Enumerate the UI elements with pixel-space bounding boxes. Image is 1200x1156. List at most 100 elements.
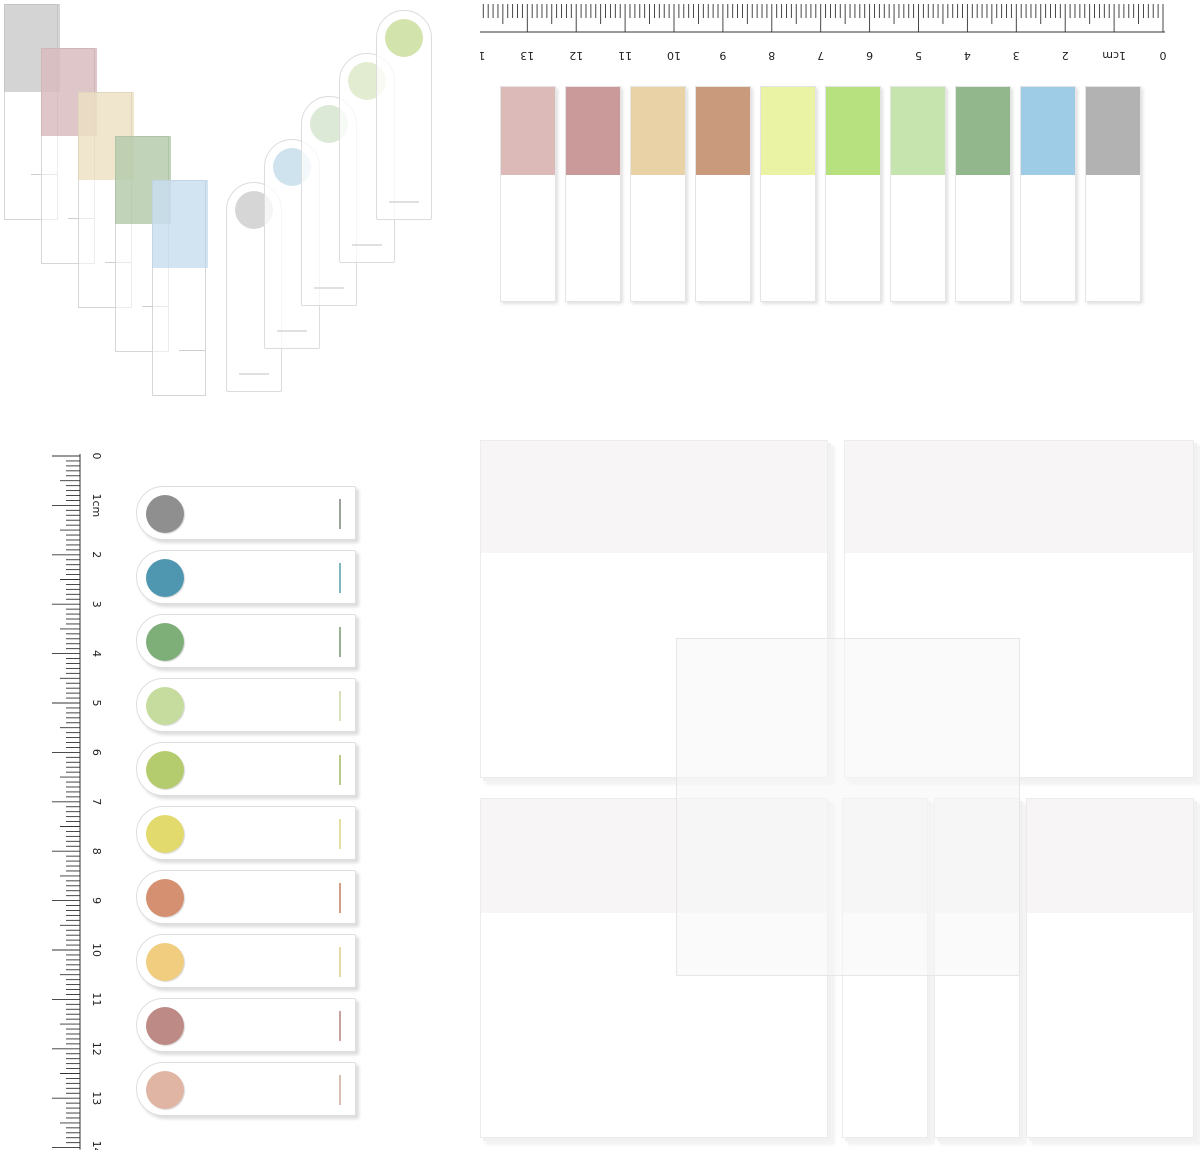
fanned-strip-tint: [152, 180, 208, 268]
horizontal-ruler: 0 1cm 2 3 4 5 6 7 8 9 10 11 12 13 14: [480, 4, 1167, 62]
dot-tab-dot: [146, 751, 184, 789]
horizontal-ruler-label: 3: [1013, 49, 1020, 62]
pad-top-left: [480, 440, 828, 778]
horizontal-ruler-label: 12: [569, 49, 583, 62]
fanned-tab-line: [239, 373, 269, 375]
dot-tab-dot: [146, 815, 184, 853]
dot-tab-dot: [146, 687, 184, 725]
color-flag-tint: [1021, 87, 1075, 175]
pad-top-right-band: [845, 441, 1193, 553]
color-flag-tint: [1086, 87, 1140, 175]
horizontal-ruler-label: 0: [1160, 49, 1167, 62]
fanned-tab-line: [276, 330, 307, 332]
color-flag-tint: [826, 87, 880, 175]
dot-tab-dot: [146, 1007, 184, 1045]
dot-tab: [136, 550, 356, 604]
fanned-tab: [376, 10, 432, 220]
color-flag: [825, 86, 881, 302]
dot-tab-line: [339, 691, 341, 721]
horizontal-ruler-label: 9: [719, 49, 726, 62]
color-flag-tint: [696, 87, 750, 175]
fanned-strip: [152, 180, 208, 396]
horizontal-ruler-label: 6: [866, 49, 873, 62]
dot-tab-line: [339, 819, 341, 849]
pad-bottom-right: [1026, 798, 1194, 1138]
color-flag-tint: [891, 87, 945, 175]
vertical-ruler-ticks: [52, 454, 81, 1150]
vertical-ruler-label: 7: [90, 798, 103, 805]
horizontal-ruler-label: 2: [1062, 49, 1069, 62]
fanned-tab-dot: [385, 19, 423, 57]
horizontal-ruler-label: 5: [915, 49, 922, 62]
horizontal-ruler-label: 4: [964, 49, 971, 62]
vertical-ruler-label: 14: [90, 1141, 103, 1150]
pad-top-left-band: [481, 441, 827, 553]
transparent-overlay-sheet: [676, 638, 1020, 976]
vertical-ruler-label: 5: [90, 700, 103, 707]
dot-tab-line: [339, 947, 341, 977]
vertical-ruler: 0 1cm 2 3 4 5 6 7 8 9 10 11 12 13 14: [52, 453, 103, 1151]
dot-tab-line: [339, 883, 341, 913]
dot-tab: [136, 678, 356, 732]
dot-tab-dot: [146, 559, 184, 597]
vertical-ruler-label: 12: [90, 1042, 103, 1056]
fanned-strip-line: [179, 350, 205, 351]
vertical-ruler-label: 9: [90, 897, 103, 904]
vertical-ruler-label: 4: [90, 650, 103, 657]
color-flag-tint: [761, 87, 815, 175]
dot-tab-dot: [146, 943, 184, 981]
color-flag: [955, 86, 1011, 302]
dot-tab-dot: [146, 879, 184, 917]
vertical-ruler-label: 13: [90, 1091, 103, 1105]
color-flag-tint: [631, 87, 685, 175]
dot-tab: [136, 806, 356, 860]
dot-tab-dot: [146, 495, 184, 533]
vertical-ruler-label: 2: [90, 551, 103, 558]
horizontal-ruler-label: 10: [667, 49, 681, 62]
vertical-ruler-label: 11: [90, 992, 103, 1006]
dot-tab-dot: [146, 623, 184, 661]
vertical-ruler-label: 6: [90, 749, 103, 756]
vertical-ruler-label: 1cm: [90, 494, 103, 518]
color-flag: [760, 86, 816, 302]
color-flag: [1020, 86, 1076, 302]
color-flag: [890, 86, 946, 302]
dot-tab: [136, 998, 356, 1052]
dot-tab: [136, 486, 356, 540]
dot-tab: [136, 614, 356, 668]
fanned-tab-line: [314, 287, 344, 289]
dot-tab: [136, 934, 356, 988]
color-flag: [1085, 86, 1141, 302]
color-flag: [500, 86, 556, 302]
vertical-ruler-label: 8: [90, 848, 103, 855]
dot-tab-line: [339, 755, 341, 785]
pad-bottom-right-band: [1027, 799, 1193, 913]
horizontal-ruler-label: 8: [768, 49, 775, 62]
dot-tab-line: [339, 1075, 341, 1105]
dot-tab-line: [339, 563, 341, 593]
dot-tab-dot: [146, 1071, 184, 1109]
color-flag-tint: [501, 87, 555, 175]
fanned-tab-line: [389, 201, 419, 203]
vertical-ruler-label: 10: [90, 943, 103, 957]
horizontal-ruler-labels: 0 1cm 2 3 4 5 6 7 8 9 10 11 12 13 14: [480, 49, 1167, 62]
fanned-tab-line: [351, 244, 382, 246]
dot-tab: [136, 870, 356, 924]
dot-tab-line: [339, 1011, 341, 1041]
color-flag: [565, 86, 621, 302]
horizontal-ruler-ticks: [480, 4, 1165, 33]
horizontal-ruler-label: 11: [618, 49, 632, 62]
horizontal-ruler-label: 7: [817, 49, 824, 62]
dot-tab: [136, 1062, 356, 1116]
vertical-ruler-labels: 0 1cm 2 3 4 5 6 7 8 9 10 11 12 13 14: [90, 453, 103, 1151]
color-flag: [695, 86, 751, 302]
color-flag-tint: [956, 87, 1010, 175]
dot-tab-line: [339, 627, 341, 657]
color-flag: [630, 86, 686, 302]
color-flag-tint: [566, 87, 620, 175]
vertical-ruler-label: 3: [90, 601, 103, 608]
horizontal-ruler-label: 14: [480, 49, 485, 62]
horizontal-ruler-label: 1cm: [1102, 49, 1126, 62]
dot-tab-line: [339, 499, 341, 529]
horizontal-ruler-label: 13: [520, 49, 534, 62]
